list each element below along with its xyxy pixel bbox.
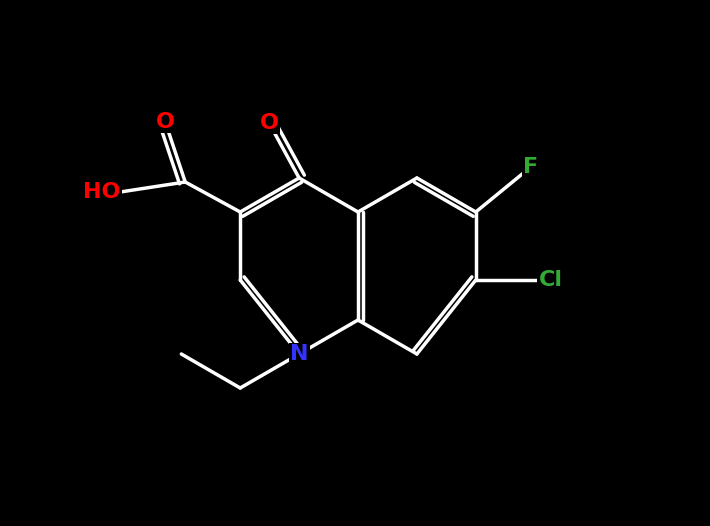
Text: Cl: Cl bbox=[539, 270, 563, 290]
Text: N: N bbox=[290, 344, 308, 364]
Text: O: O bbox=[155, 112, 175, 132]
Text: F: F bbox=[523, 157, 538, 177]
Text: HO: HO bbox=[83, 182, 120, 202]
Text: O: O bbox=[260, 113, 278, 133]
